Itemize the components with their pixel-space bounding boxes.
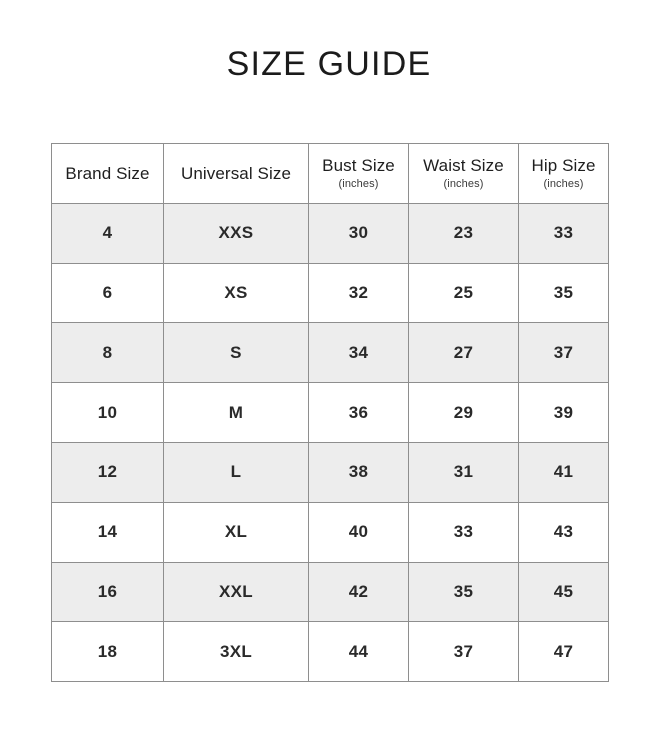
column-header-label: Universal Size [180,163,292,183]
cell-brand-size: 6 [51,262,164,324]
column-header-bust-size: Bust Size (inches) [308,143,409,204]
table-row: 14 XL 40 33 43 [51,501,609,563]
column-header-label: Waist Size [423,156,504,176]
table-row: 8 S 34 27 37 [51,322,609,384]
table-row: 4 XXS 30 23 33 [51,202,609,264]
cell-waist-size: 27 [408,322,519,384]
column-header-label: Bust Size [322,156,395,176]
size-guide-table-wrapper: Brand Size Universal Size Bust Size (inc… [51,143,609,683]
cell-hip-size: 47 [518,621,609,683]
cell-hip-size: 37 [518,322,609,384]
cell-hip-size: 33 [518,202,609,264]
column-header-brand-size: Brand Size [51,143,164,204]
table-row: 6 XS 32 25 35 [51,262,609,324]
cell-hip-size: 45 [518,561,609,623]
cell-brand-size: 4 [51,202,164,264]
cell-bust-size: 32 [308,262,409,324]
table-header-row: Brand Size Universal Size Bust Size (inc… [51,143,609,204]
table-row: 18 3XL 44 37 47 [51,621,609,683]
column-header-unit: (inches) [338,177,379,190]
table-row: 12 L 38 31 41 [51,441,609,503]
column-header-hip-size: Hip Size (inches) [518,143,609,204]
size-guide-table: Brand Size Universal Size Bust Size (inc… [51,143,609,683]
cell-hip-size: 35 [518,262,609,324]
cell-universal-size: XXS [163,202,309,264]
column-header-waist-size: Waist Size (inches) [408,143,519,204]
cell-bust-size: 44 [308,621,409,683]
cell-brand-size: 12 [51,441,164,503]
cell-universal-size: XXL [163,561,309,623]
column-header-label: Hip Size [531,156,596,176]
cell-waist-size: 31 [408,441,519,503]
table-body: 4 XXS 30 23 33 6 XS 32 25 35 8 S 34 [51,202,609,683]
cell-waist-size: 25 [408,262,519,324]
column-header-universal-size: Universal Size [163,143,309,204]
cell-hip-size: 41 [518,441,609,503]
page-title: SIZE GUIDE [226,45,432,83]
cell-universal-size: XL [163,501,309,563]
cell-bust-size: 40 [308,501,409,563]
table-row: 10 M 36 29 39 [51,382,609,443]
cell-universal-size: XS [163,262,309,324]
cell-bust-size: 38 [308,441,409,503]
column-header-label: Brand Size [65,163,150,183]
cell-bust-size: 42 [308,561,409,623]
cell-universal-size: M [163,382,309,443]
cell-brand-size: 18 [51,621,164,683]
table-header: Brand Size Universal Size Bust Size (inc… [51,143,609,204]
cell-brand-size: 14 [51,501,164,563]
cell-waist-size: 35 [408,561,519,623]
cell-bust-size: 34 [308,322,409,384]
cell-universal-size: 3XL [163,621,309,683]
cell-brand-size: 16 [51,561,164,623]
cell-universal-size: S [163,322,309,384]
column-header-unit: (inches) [543,177,584,190]
cell-hip-size: 39 [518,382,609,443]
cell-waist-size: 37 [408,621,519,683]
column-header-unit: (inches) [443,177,484,190]
cell-bust-size: 30 [308,202,409,264]
cell-brand-size: 10 [51,382,164,443]
cell-waist-size: 23 [408,202,519,264]
cell-universal-size: L [163,441,309,503]
cell-waist-size: 29 [408,382,519,443]
cell-waist-size: 33 [408,501,519,563]
cell-bust-size: 36 [308,382,409,443]
cell-brand-size: 8 [51,322,164,384]
table-row: 16 XXL 42 35 45 [51,561,609,623]
cell-hip-size: 43 [518,501,609,563]
